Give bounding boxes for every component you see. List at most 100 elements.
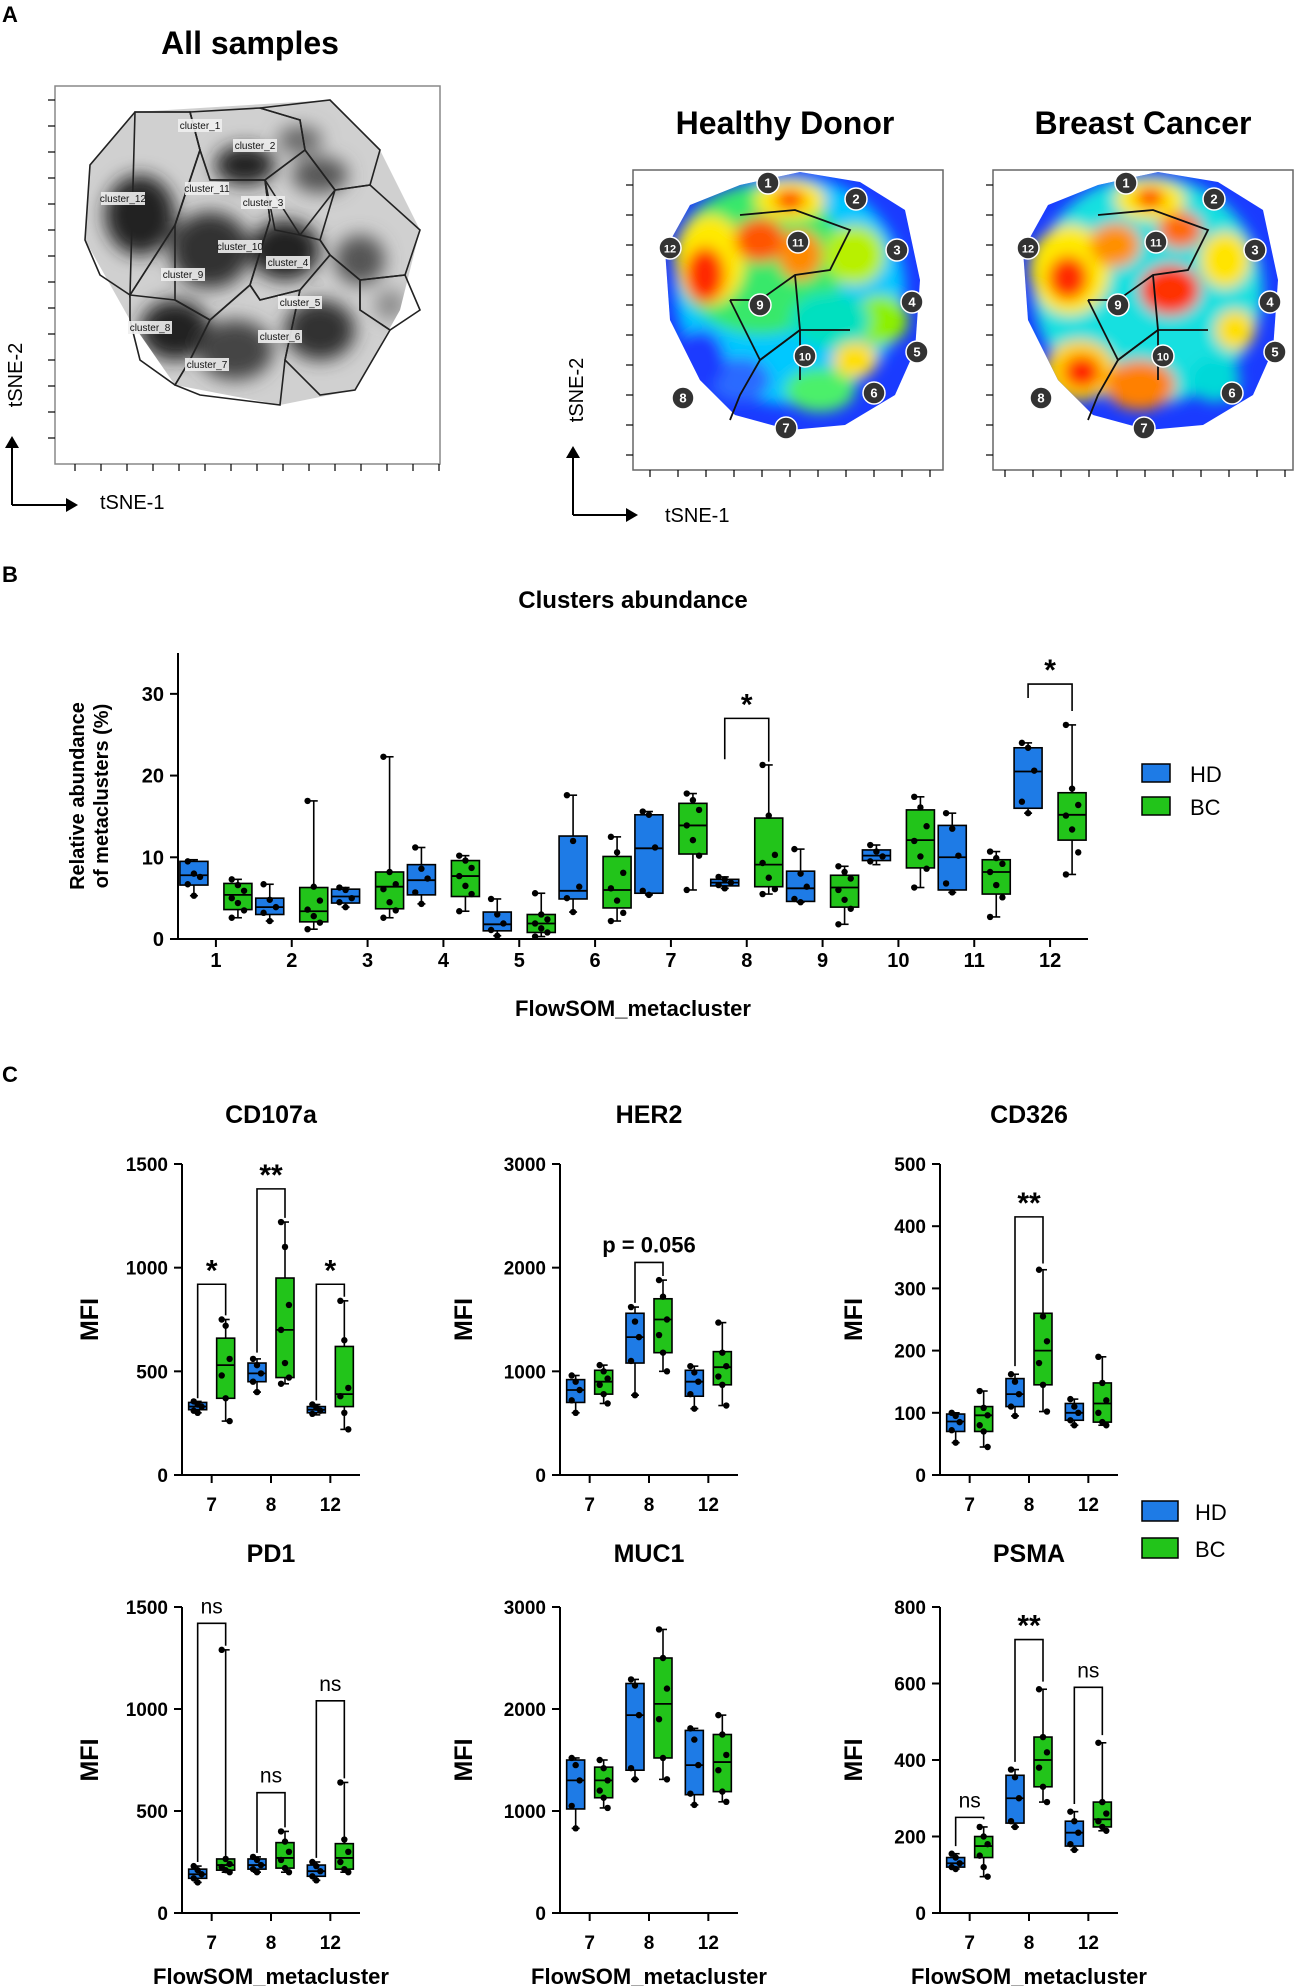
box-iqr <box>684 1729 705 1796</box>
hd-density-map <box>665 172 920 430</box>
y-tick-label: 1000 <box>126 1259 168 1280</box>
data-point <box>645 891 653 899</box>
data-point <box>663 1685 671 1692</box>
bracket <box>634 1261 664 1303</box>
data-point <box>304 906 311 913</box>
data-point <box>1071 1846 1078 1854</box>
box-BC-12 <box>1092 1739 1113 1834</box>
data-point <box>655 1626 663 1633</box>
x-tick-label: 9 <box>817 950 828 972</box>
bracket <box>1073 1686 1104 1804</box>
chart-muc1-title: MUC1 <box>614 1540 685 1568</box>
y-axis-label: MFI <box>840 1298 868 1341</box>
cluster-label-6: cluster_6 <box>260 332 301 343</box>
box-BC-3 <box>374 753 405 921</box>
data-point <box>771 885 779 893</box>
data-point <box>1035 1686 1043 1693</box>
data-point <box>304 925 311 933</box>
data-point <box>531 933 539 940</box>
data-point <box>253 1869 261 1876</box>
bc-density-map <box>1023 172 1278 430</box>
heatmap-ylabel: tSNE-2 <box>566 358 588 422</box>
data-point <box>1075 1829 1082 1836</box>
box-HD-10 <box>861 841 892 866</box>
y-tick-label: 0 <box>915 1466 926 1487</box>
data-point <box>715 1319 722 1326</box>
data-point <box>190 1862 197 1870</box>
y-tick-label: 1500 <box>126 1155 168 1176</box>
data-point <box>723 1402 730 1409</box>
bracket <box>1014 1638 1044 1762</box>
data-point <box>194 1879 201 1886</box>
box-HD-12 <box>306 1401 327 1418</box>
data-point <box>1011 1774 1019 1781</box>
x-tick-label: 8 <box>644 1495 655 1516</box>
data-point <box>317 1867 324 1875</box>
data-point <box>923 865 930 872</box>
significance-abundance-12: * <box>1027 654 1073 712</box>
hd-cluster-badge-circle <box>844 187 868 211</box>
data-point <box>281 1864 289 1872</box>
significance-label: * <box>324 1254 336 1287</box>
data-point <box>956 1418 963 1426</box>
all-samples-title: All samples <box>161 25 339 61</box>
legend-b-hd-label: HD <box>1190 762 1222 787</box>
data-point <box>313 1862 320 1870</box>
data-point <box>695 1761 702 1769</box>
x-tick-label: 12 <box>1039 950 1061 972</box>
data-point <box>835 886 842 894</box>
box-HD-9 <box>785 845 816 906</box>
y-axis-label: Relative abundance <box>67 702 89 890</box>
data-point <box>249 1355 257 1363</box>
data-point <box>604 1804 611 1812</box>
bc-cluster-badge-9: 9 <box>1114 298 1121 313</box>
data-point <box>392 907 399 914</box>
data-point <box>260 881 267 888</box>
data-point <box>723 1751 730 1759</box>
x-tick-label: 4 <box>438 950 450 972</box>
data-point <box>683 822 690 829</box>
box-HD-11 <box>937 809 968 896</box>
data-point <box>655 1276 663 1284</box>
healthy-donor-title: Healthy Donor <box>676 105 895 141</box>
x-tick-label: 7 <box>964 1933 975 1954</box>
y-tick-label: 0 <box>535 1904 546 1925</box>
hd-cluster-badge-2: 2 <box>852 192 859 207</box>
box-iqr <box>712 1733 733 1793</box>
data-point <box>316 919 324 926</box>
data-point <box>190 870 198 877</box>
data-point <box>226 1417 233 1425</box>
data-point <box>645 811 653 818</box>
data-point <box>572 1825 579 1832</box>
data-point <box>635 1711 643 1719</box>
data-point <box>655 1716 663 1723</box>
data-point <box>218 1372 225 1379</box>
data-point <box>797 870 804 877</box>
data-point <box>418 865 425 872</box>
data-point <box>313 1877 320 1884</box>
bc-cluster-badge-11: 11 <box>1150 238 1162 250</box>
box-BC-12 <box>712 1319 733 1409</box>
hd-cluster-badge-7: 7 <box>782 421 789 436</box>
legend-b: HD BC <box>1141 762 1222 820</box>
legend-b-bc-label: BC <box>1190 795 1221 820</box>
data-point <box>1062 721 1070 729</box>
data-point <box>1043 1798 1051 1806</box>
x-axis-label: FlowSOM_metacluster <box>911 1964 1147 1986</box>
legend-c-bc-swatch <box>1141 1537 1179 1559</box>
data-point <box>487 926 495 934</box>
data-point <box>687 1362 694 1370</box>
data-point <box>596 1361 603 1369</box>
box-BC-5 <box>526 890 557 940</box>
data-point <box>715 873 722 881</box>
data-point <box>873 848 880 855</box>
chart-her2-title: HER2 <box>616 1101 683 1129</box>
data-point <box>687 1390 694 1398</box>
heatmap-axis-ticks <box>626 184 1286 477</box>
data-point <box>949 825 956 832</box>
cluster-label-1: cluster_1 <box>180 121 221 132</box>
chart-pd1-title: PD1 <box>247 1540 296 1568</box>
data-point <box>976 1852 983 1859</box>
data-point <box>249 1378 257 1385</box>
